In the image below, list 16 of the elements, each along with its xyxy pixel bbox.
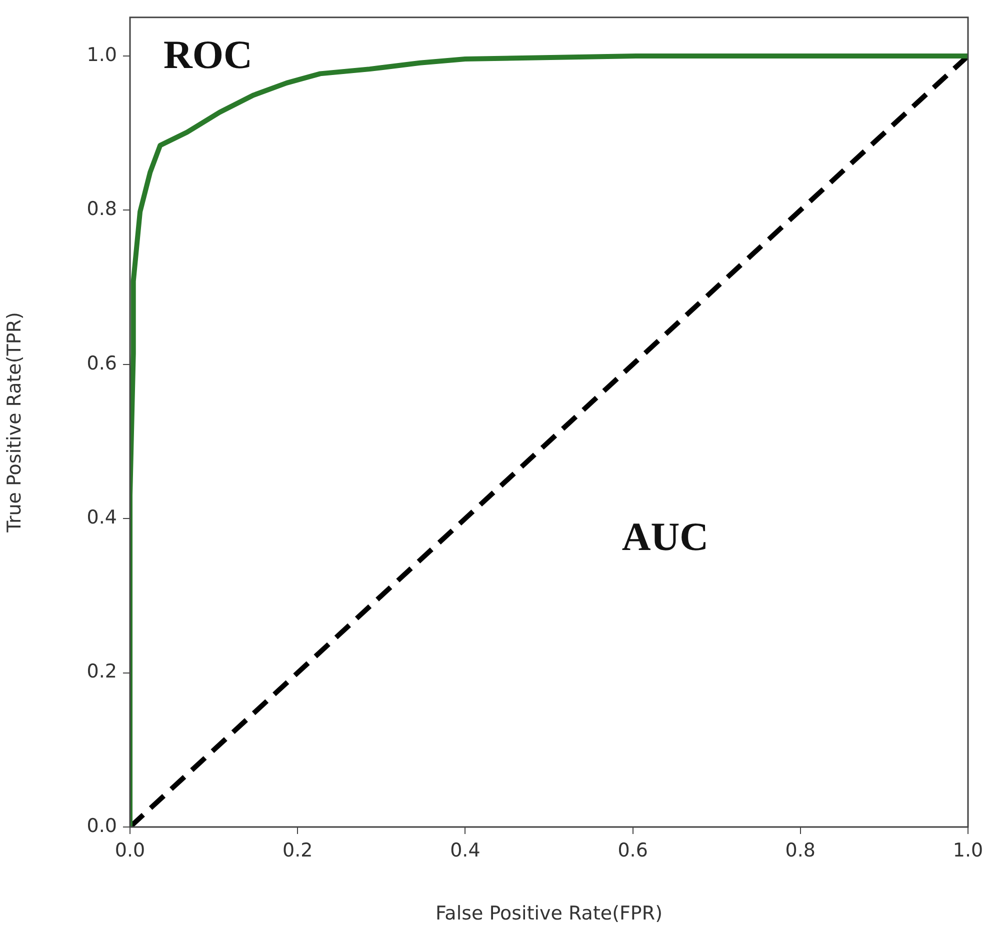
x-tick-label: 0.0: [114, 839, 146, 862]
x-tick-label: 0.6: [618, 839, 648, 862]
annotation: AUC: [622, 514, 709, 559]
x-tick-label: 0.8: [785, 839, 816, 862]
x-axis-title: False Positive Rate(FPR): [436, 902, 662, 925]
x-tick-label: 1.0: [952, 839, 984, 862]
x-tick-label: 0.4: [450, 839, 480, 862]
x-tick-label: 0.2: [282, 839, 313, 862]
y-tick-label: 0.6: [86, 352, 117, 374]
y-axis-title: True Positive Rate(TPR): [3, 312, 26, 534]
y-tick-label: 0.0: [86, 814, 117, 837]
y-tick-label: 1.0: [86, 44, 117, 66]
y-tick-label: 0.8: [86, 198, 117, 220]
y-tick-label: 0.2: [86, 660, 117, 683]
y-tick-label: 0.4: [86, 506, 117, 529]
annotation: ROC: [164, 32, 252, 78]
